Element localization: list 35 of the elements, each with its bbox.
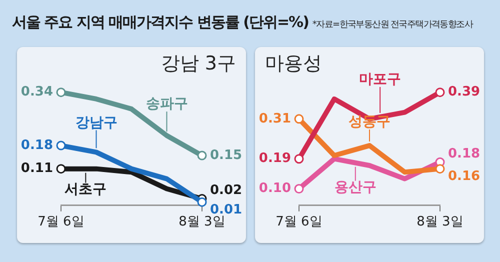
legend-label: 용산구 xyxy=(334,179,376,196)
data-label: 0.18 xyxy=(448,146,480,162)
x-tick-label: 7월 6일 xyxy=(38,214,84,230)
chart-subtitle: 강남 3구 xyxy=(160,52,236,74)
point xyxy=(435,164,445,174)
data-label: 0.11 xyxy=(20,161,53,176)
chart-title: 마용성 xyxy=(265,52,322,74)
x-tick-label: 8월 3일 xyxy=(416,214,464,230)
data-label: 0.16 xyxy=(448,169,480,184)
data-label: 0.19 xyxy=(258,151,291,166)
series-label: 성동구 xyxy=(348,114,390,130)
series-label: 강남구 xyxy=(75,114,118,131)
data-label: 0.15 xyxy=(210,148,242,163)
point xyxy=(56,164,66,174)
data-label: 0.02 xyxy=(210,183,242,198)
point xyxy=(56,88,66,98)
series-label: 송파구 xyxy=(146,96,188,112)
point xyxy=(294,154,304,164)
data-label: 0.34 xyxy=(20,84,53,100)
point xyxy=(435,88,445,98)
data-label: 0.39 xyxy=(448,84,480,100)
point xyxy=(197,197,207,207)
x-tick-label: 8월 3일 xyxy=(178,214,226,230)
point xyxy=(197,150,207,160)
data-label: 0.31 xyxy=(258,111,291,126)
point xyxy=(294,114,304,124)
data-label: 0.10 xyxy=(258,181,291,196)
legend-label: 서초구 xyxy=(64,181,107,198)
point xyxy=(56,140,66,150)
text: *자료=한국부동산원 전국주택가격동향조사 xyxy=(312,19,473,31)
series-label: 마포구 xyxy=(359,72,402,88)
x-tick-label: 7월 6일 xyxy=(276,214,322,230)
point xyxy=(294,184,304,194)
chart-title: 서울 주요 지역 매매가격지수 변동률 (단위=%) xyxy=(12,13,308,32)
data-label: 0.18 xyxy=(20,138,53,153)
